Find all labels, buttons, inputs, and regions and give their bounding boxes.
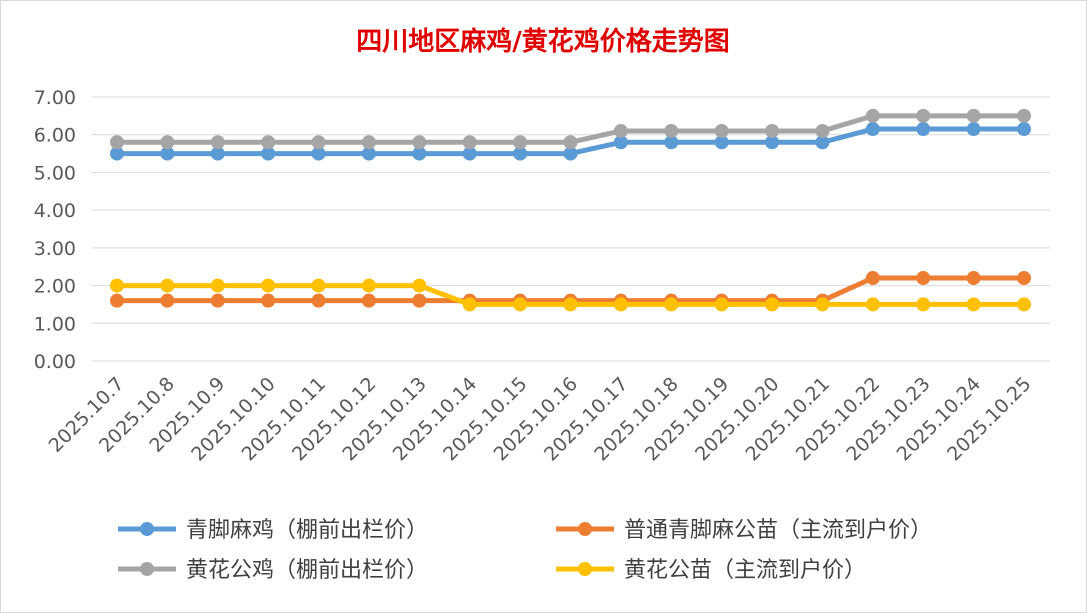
data-point bbox=[916, 271, 931, 286]
data-point bbox=[664, 135, 679, 150]
data-point bbox=[513, 297, 528, 312]
y-axis-ticks: 0.00 1.00 2.00 3.00 4.00 5.00 6.00 7.00 bbox=[34, 87, 76, 373]
data-point bbox=[110, 135, 124, 150]
data-point bbox=[765, 297, 780, 312]
data-point bbox=[361, 293, 376, 308]
legend-label: 黄花公苗（主流到户价） bbox=[624, 558, 866, 583]
legend-item: 普通青脚麻公苗（主流到户价） bbox=[556, 518, 932, 543]
legend-item: 黄花公苗（主流到户价） bbox=[556, 558, 866, 583]
data-point bbox=[865, 297, 880, 312]
data-point bbox=[462, 146, 477, 161]
data-point bbox=[765, 135, 780, 150]
data-point bbox=[1017, 122, 1031, 137]
data-point bbox=[110, 146, 124, 161]
series-2 bbox=[110, 108, 1031, 150]
data-point bbox=[613, 123, 628, 138]
y-tick-label: 2.00 bbox=[34, 276, 76, 298]
data-point bbox=[563, 146, 578, 161]
y-tick-label: 0.00 bbox=[34, 351, 76, 373]
data-point bbox=[261, 135, 276, 150]
data-point bbox=[110, 293, 124, 308]
data-point bbox=[563, 297, 578, 312]
data-point bbox=[412, 278, 427, 293]
legend-swatch-marker bbox=[140, 562, 154, 576]
data-point bbox=[462, 297, 477, 312]
data-point bbox=[311, 278, 326, 293]
data-point bbox=[261, 278, 276, 293]
data-point bbox=[361, 135, 376, 150]
data-point bbox=[1017, 108, 1031, 123]
series-3 bbox=[110, 278, 1031, 312]
data-point bbox=[160, 146, 175, 161]
data-point bbox=[1017, 271, 1031, 286]
data-point bbox=[261, 146, 276, 161]
legend: 青脚麻鸡（棚前出栏价） 普通青脚麻公苗（主流到户价） 黄花公鸡（棚前出栏价） 黄花公苗… bbox=[118, 518, 932, 583]
y-tick-label: 5.00 bbox=[34, 162, 76, 184]
legend-swatch-marker bbox=[140, 522, 154, 536]
legend-label: 普通青脚麻公苗（主流到户价） bbox=[624, 518, 932, 543]
data-point bbox=[412, 146, 427, 161]
data-point bbox=[311, 135, 326, 150]
data-point bbox=[160, 293, 175, 308]
data-point bbox=[765, 123, 780, 138]
data-point bbox=[714, 123, 729, 138]
data-point bbox=[865, 122, 880, 137]
data-point bbox=[110, 278, 124, 293]
data-point bbox=[966, 271, 981, 286]
data-point bbox=[714, 135, 729, 150]
data-point bbox=[210, 146, 225, 161]
data-point bbox=[714, 297, 729, 312]
data-point bbox=[160, 135, 175, 150]
data-point bbox=[412, 135, 427, 150]
chart-title: 四川地区麻鸡/黄花鸡价格走势图 bbox=[356, 26, 730, 57]
grid-lines bbox=[92, 96, 1050, 362]
data-point bbox=[1017, 297, 1031, 312]
data-point bbox=[815, 123, 830, 138]
legend-swatch-marker bbox=[578, 522, 592, 536]
data-point bbox=[210, 293, 225, 308]
legend-item: 黄花公鸡（棚前出栏价） bbox=[118, 558, 428, 583]
data-point bbox=[966, 122, 981, 137]
data-point bbox=[210, 278, 225, 293]
data-point bbox=[311, 146, 326, 161]
data-point bbox=[361, 278, 376, 293]
legend-swatch-marker bbox=[578, 562, 592, 576]
legend-label: 黄花公鸡（棚前出栏价） bbox=[186, 558, 428, 583]
data-point bbox=[916, 297, 931, 312]
series-lines bbox=[110, 108, 1031, 312]
data-point bbox=[815, 297, 830, 312]
data-point bbox=[865, 108, 880, 123]
y-tick-label: 3.00 bbox=[34, 238, 76, 260]
data-point bbox=[664, 123, 679, 138]
series-0 bbox=[110, 122, 1031, 161]
x-axis-ticks: 2025.10.72025.10.82025.10.92025.10.10202… bbox=[45, 373, 1036, 465]
data-point bbox=[815, 135, 830, 150]
data-point bbox=[210, 135, 225, 150]
data-point bbox=[361, 146, 376, 161]
y-tick-label: 6.00 bbox=[34, 125, 76, 147]
data-point bbox=[563, 135, 578, 150]
y-tick-label: 1.00 bbox=[34, 313, 76, 335]
data-point bbox=[462, 135, 477, 150]
data-point bbox=[966, 297, 981, 312]
data-point bbox=[261, 293, 276, 308]
data-point bbox=[160, 278, 175, 293]
legend-item: 青脚麻鸡（棚前出栏价） bbox=[118, 518, 428, 543]
y-tick-label: 4.00 bbox=[34, 200, 76, 222]
legend-label: 青脚麻鸡（棚前出栏价） bbox=[186, 518, 428, 543]
data-point bbox=[613, 135, 628, 150]
data-point bbox=[513, 135, 528, 150]
data-point bbox=[916, 122, 931, 137]
data-point bbox=[513, 146, 528, 161]
data-point bbox=[412, 293, 427, 308]
y-tick-label: 7.00 bbox=[34, 87, 76, 109]
data-point bbox=[613, 297, 628, 312]
data-point bbox=[664, 297, 679, 312]
data-point bbox=[311, 293, 326, 308]
data-point bbox=[916, 108, 931, 123]
data-point bbox=[966, 108, 981, 123]
data-point bbox=[865, 271, 880, 286]
